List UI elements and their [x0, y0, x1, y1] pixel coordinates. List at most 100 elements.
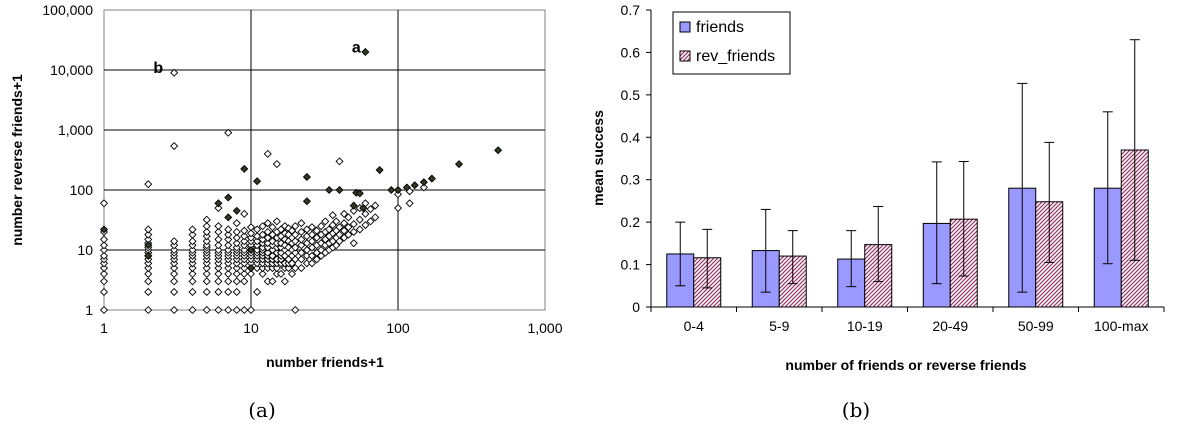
- scatter-point-open: [232, 227, 241, 236]
- scatter-point-open: [272, 160, 281, 169]
- scatter-point-open: [307, 223, 317, 232]
- legend-swatch-rev-friends: [679, 50, 691, 62]
- scatter-point-open: [202, 264, 211, 273]
- bar-x-tick-label: 100-max: [1094, 318, 1148, 334]
- scatter-point-open: [393, 204, 403, 213]
- scatter-point-open: [335, 230, 344, 239]
- scatter-point-open: [253, 225, 262, 234]
- scatter-point-open: [224, 264, 233, 273]
- bar-y-tick-label: 0.5: [621, 87, 641, 103]
- scatter-point-open: [328, 211, 337, 220]
- scatter-point-open: [240, 264, 249, 273]
- scatter-y-tick-labels: 1 10 100 1,000 10,000 100,000: [42, 2, 93, 318]
- scatter-point-open: [405, 199, 414, 208]
- scatter-point-open: [253, 287, 262, 296]
- bar-y-tick-label: 0.4: [621, 129, 641, 145]
- scatter-point-open: [240, 209, 249, 218]
- scatter-point-open: [349, 206, 358, 215]
- scatter-point-open: [340, 219, 349, 228]
- scatter-point-open: [297, 227, 306, 236]
- scatter-point-open: [332, 217, 341, 226]
- scatter-point-open: [335, 223, 344, 232]
- scatter-point-filled: [144, 241, 153, 250]
- scatter-point-filled: [410, 181, 419, 190]
- scatter-point-open: [263, 233, 272, 242]
- bar-x-tick-label: 50-99: [1018, 318, 1054, 334]
- scatter-point-open: [258, 222, 267, 231]
- scatter-point-open: [170, 237, 179, 246]
- scatter-point-open: [232, 243, 241, 252]
- scatter-x-tick-label: 1: [100, 320, 108, 336]
- scatter-point-filled: [302, 197, 311, 206]
- scatter-point-open: [224, 277, 233, 286]
- legend-box: [672, 11, 791, 75]
- scatter-point-open: [224, 235, 233, 244]
- scatter-x-tick-label: 10: [243, 320, 259, 336]
- legend-label-friends: friends: [696, 19, 744, 36]
- scatter-point-filled: [427, 174, 436, 183]
- scatter-point-open: [224, 305, 233, 315]
- scatter-point-open: [268, 223, 277, 232]
- scatter-point-open: [349, 227, 358, 236]
- scatter-y-tick-label: 100: [70, 182, 94, 198]
- scatter-point-filled: [224, 213, 233, 222]
- scatter-point-open: [297, 241, 306, 250]
- scatter-point-open: [99, 264, 109, 273]
- panel-a-caption: (a): [248, 398, 276, 422]
- scatter-point-open: [232, 269, 241, 278]
- scatter-point-open: [268, 251, 277, 260]
- scatter-point-open: [202, 269, 211, 278]
- legend-swatch-friends: [679, 21, 691, 33]
- scatter-point-open: [302, 245, 311, 255]
- scatter-point-open: [307, 251, 317, 260]
- scatter-point-open: [307, 237, 317, 246]
- bar-x-axis-title: number of friends or reverse friends: [785, 357, 1026, 373]
- scatter-point-filled: [494, 146, 503, 155]
- scatter-point-open: [232, 239, 241, 248]
- scatter-point-open: [291, 230, 300, 239]
- bar-x-tick-labels: 0-4 5-9 10-19 20-49 50-99 100-max: [650, 307, 1165, 334]
- scatter-point-open: [344, 213, 353, 222]
- bar-y-tick-label: 0.1: [621, 257, 641, 273]
- scatter-point-open: [224, 241, 233, 250]
- scatter-point-open: [224, 245, 233, 255]
- scatter-point-open: [224, 230, 233, 239]
- scatter-plot-area: [103, 9, 546, 311]
- scatter-point-open: [349, 239, 358, 248]
- scatter-point-open: [312, 226, 321, 235]
- scatter-point-open: [214, 241, 223, 250]
- scatter-point-filled: [224, 193, 233, 202]
- scatter-point-open: [258, 269, 267, 278]
- scatter-point-open: [232, 233, 241, 242]
- scatter-x-tick-label: 1,000: [527, 320, 562, 336]
- scatter-point-open: [214, 235, 223, 244]
- panel-b-caption: (b): [842, 398, 870, 422]
- scatter-point-open: [144, 277, 153, 286]
- scatter-point-filled: [402, 183, 411, 192]
- scatter-point-open: [272, 217, 281, 226]
- scatter-point-open: [188, 269, 197, 278]
- bar-series: [666, 149, 1149, 308]
- scatter-point-open: [344, 223, 353, 232]
- scatter-point-open: [335, 237, 344, 246]
- scatter-point-open: [240, 237, 249, 246]
- scatter-point-open: [188, 245, 197, 255]
- scatter-point-open: [297, 248, 306, 257]
- scatter-point-filled: [393, 185, 403, 195]
- scatter-point-open: [246, 269, 256, 278]
- bar-y-tick-label: 0.3: [621, 172, 641, 188]
- scatter-point-open: [258, 230, 267, 239]
- scatter-point-open: [263, 248, 272, 257]
- scatter-point-open: [214, 277, 223, 286]
- scatter-point-open: [188, 277, 197, 286]
- scatter-point-open: [349, 220, 358, 229]
- scatter-point-open: [263, 219, 272, 228]
- scatter-point-open: [188, 225, 197, 234]
- scatter-point-open: [188, 230, 197, 239]
- scatter-point-open: [393, 190, 403, 199]
- scatter-point-filled: [349, 201, 358, 210]
- scatter-point-filled: [359, 204, 368, 213]
- scatter-point-open: [240, 245, 249, 255]
- scatter-point-open: [144, 180, 153, 189]
- scatter-point-filled: [375, 166, 384, 175]
